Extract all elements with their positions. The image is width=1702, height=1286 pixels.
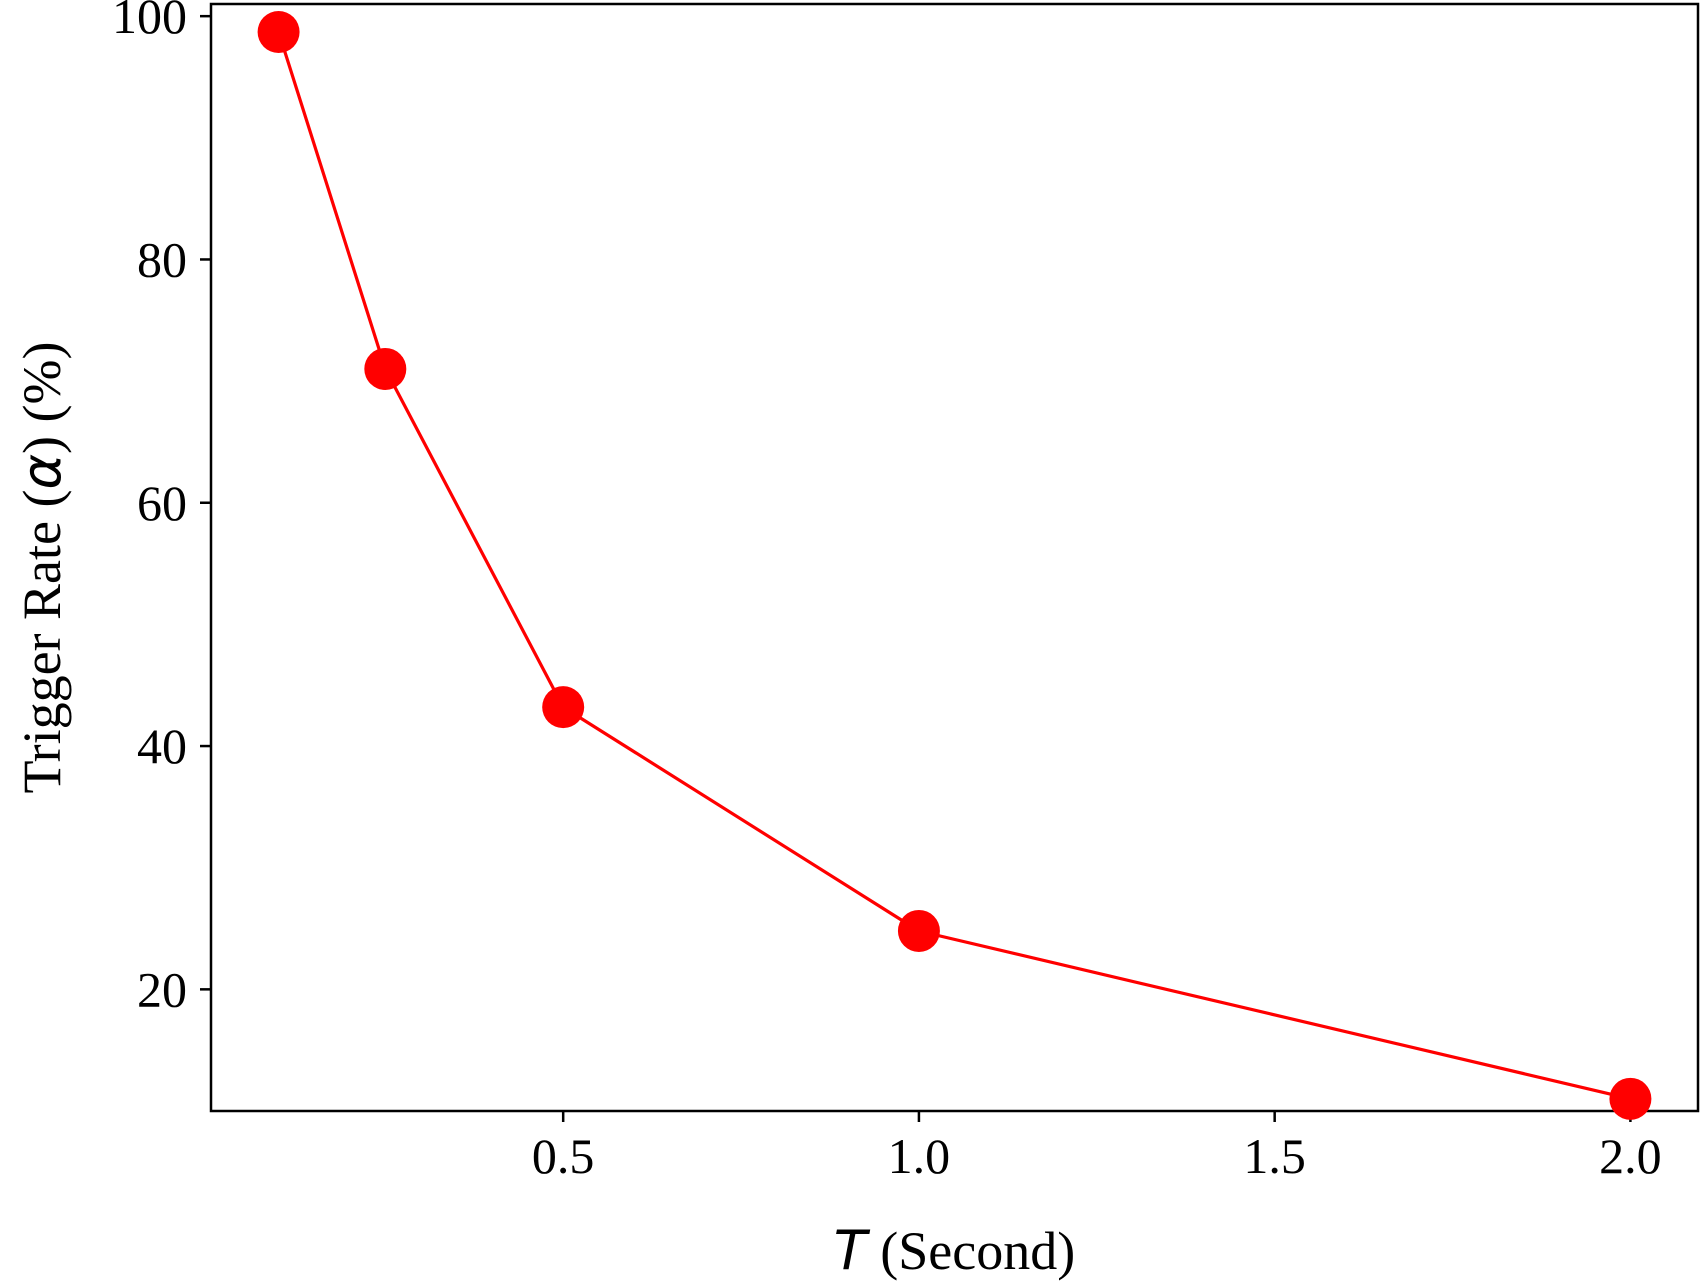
data-point <box>542 686 585 729</box>
x-tick-label: 1.0 <box>888 1128 951 1184</box>
y-axis-label-prefix: Trigger Rate ( <box>12 490 72 794</box>
y-axis-ticks: 20 40 60 80 100 <box>112 0 211 1017</box>
y-tick-label: 60 <box>137 475 187 531</box>
x-tick-label: 1.5 <box>1243 1128 1306 1184</box>
x-tick-label: 2.0 <box>1599 1128 1662 1184</box>
data-point <box>364 347 407 390</box>
data-point <box>897 909 940 952</box>
x-axis-symbol: T <box>834 1219 871 1282</box>
y-tick-label: 100 <box>112 0 187 44</box>
x-axis-unit: (Second) <box>867 1221 1075 1281</box>
y-tick-label: 80 <box>137 231 187 287</box>
x-axis-ticks: 0.5 1.0 1.5 2.0 <box>532 1111 1662 1184</box>
y-tick-label: 40 <box>137 718 187 774</box>
plot-frame <box>209 2 1700 1113</box>
y-axis-label: Trigger Rate (α) (%) <box>10 341 73 793</box>
x-tick-label: 0.5 <box>532 1128 595 1184</box>
y-axis-symbol: α <box>10 454 73 490</box>
series-layer <box>257 10 1652 1120</box>
data-point <box>257 10 300 53</box>
y-axis-label-suffix: ) (%) <box>12 341 72 453</box>
data-point <box>1609 1077 1652 1120</box>
y-tick-label: 20 <box>137 961 187 1017</box>
x-axis-label: T (Second) <box>834 1219 1075 1282</box>
